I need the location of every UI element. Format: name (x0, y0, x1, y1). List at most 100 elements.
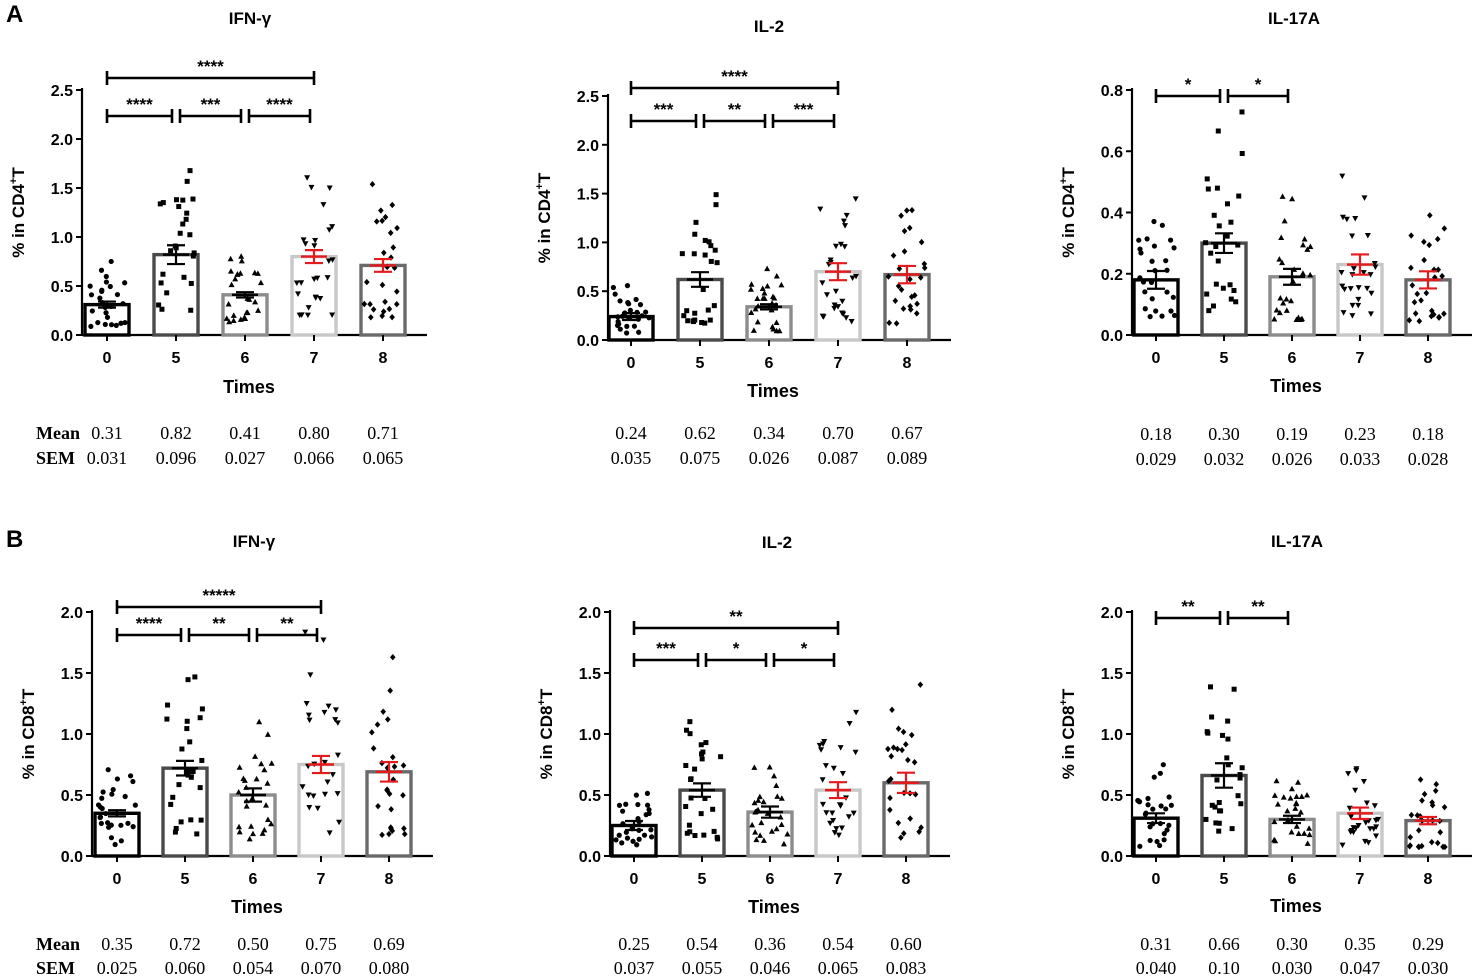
point (757, 832, 764, 838)
point (118, 320, 124, 326)
y-tick-label: 1.5 (577, 187, 599, 204)
point (1237, 772, 1243, 778)
point (898, 834, 904, 841)
point (688, 795, 694, 801)
bar-8 (883, 272, 931, 342)
significance-label: * (1255, 75, 1262, 94)
point (840, 218, 847, 225)
point (684, 727, 690, 733)
point (375, 802, 381, 810)
point (1168, 802, 1174, 808)
point (1161, 831, 1167, 837)
point (130, 824, 136, 830)
sem-value: 0.035 (611, 448, 652, 468)
point (681, 313, 687, 319)
points-7 (1339, 766, 1382, 849)
mean-row-label: Mean (36, 934, 80, 954)
error-bar-5 (172, 759, 198, 777)
point (1157, 842, 1163, 849)
y-tick-label: 1.5 (579, 666, 601, 683)
point (235, 788, 242, 795)
point (1164, 289, 1170, 295)
y-axis-label-sup: + (1058, 699, 1070, 705)
mean-value: 0.29 (1412, 934, 1444, 954)
mean-row-label: Mean (36, 423, 80, 443)
point (1274, 801, 1281, 807)
point (1236, 193, 1242, 199)
point (849, 275, 856, 281)
points-0 (1136, 218, 1178, 320)
significance-bracket: **** (115, 614, 183, 642)
point (1419, 797, 1425, 804)
point (690, 319, 696, 325)
significance-bracket: ** (187, 614, 251, 642)
point (1340, 310, 1347, 316)
point (1171, 312, 1178, 319)
x-tick-label: 0 (1152, 350, 1161, 367)
point (311, 243, 318, 249)
y-tick-label: 0.5 (577, 284, 599, 301)
point (188, 307, 194, 313)
error-bar-7 (308, 754, 334, 775)
chart-2: IL-17A % in CD4+T 0.0 0.2 0.4 0.6 0.8 0 0.18 0.02… (1058, 9, 1472, 469)
x-tick-label: 5 (181, 871, 190, 888)
point (698, 751, 704, 757)
point (190, 769, 196, 775)
point (1347, 286, 1354, 292)
significance-label: **** (266, 95, 293, 114)
points-7 (817, 196, 860, 325)
point (890, 252, 897, 259)
point (305, 305, 312, 311)
point (187, 232, 193, 238)
point (901, 227, 908, 235)
sem-value: 0.040 (1136, 958, 1177, 977)
point (1355, 822, 1362, 829)
point (1235, 793, 1241, 799)
point (752, 829, 759, 835)
point (390, 244, 397, 251)
x-tick-label: 0 (630, 871, 639, 888)
points-8 (885, 681, 924, 841)
point (624, 835, 631, 841)
panel-label-b: B (6, 526, 23, 553)
significance-label: * (733, 639, 740, 658)
significance-bracket: ** (1226, 597, 1290, 625)
points-5 (164, 674, 205, 837)
point (393, 300, 400, 308)
point (1350, 829, 1357, 836)
sem-value: 0.080 (369, 958, 410, 977)
point (132, 802, 138, 808)
point (830, 765, 837, 772)
point (1216, 828, 1222, 834)
point (1298, 315, 1305, 322)
point (1279, 193, 1286, 199)
sem-value: 0.033 (1340, 449, 1381, 469)
error-bar-0 (1143, 812, 1169, 825)
point (1135, 797, 1141, 804)
point (336, 819, 343, 826)
point (686, 822, 692, 828)
point (120, 301, 126, 307)
point (627, 307, 634, 314)
point (1293, 316, 1300, 322)
bar-7 (814, 788, 862, 858)
point (898, 212, 904, 219)
point (1341, 286, 1348, 293)
point (846, 721, 853, 727)
point (1142, 306, 1148, 312)
point (87, 283, 93, 289)
point (827, 820, 834, 827)
point (702, 795, 708, 801)
point (752, 808, 759, 815)
point (1220, 732, 1226, 738)
point (1225, 718, 1231, 724)
point (848, 319, 855, 325)
point (1225, 762, 1231, 768)
y-axis-label-sup: + (534, 183, 546, 189)
point (626, 301, 632, 307)
point (707, 317, 713, 323)
point (1349, 233, 1356, 240)
point (114, 776, 120, 782)
chart-4: IL-2 % in CD8+T 0.0 0.5 1.0 1.5 2.0 0 0.25 0.037 5… (536, 533, 950, 977)
point (1228, 296, 1234, 302)
